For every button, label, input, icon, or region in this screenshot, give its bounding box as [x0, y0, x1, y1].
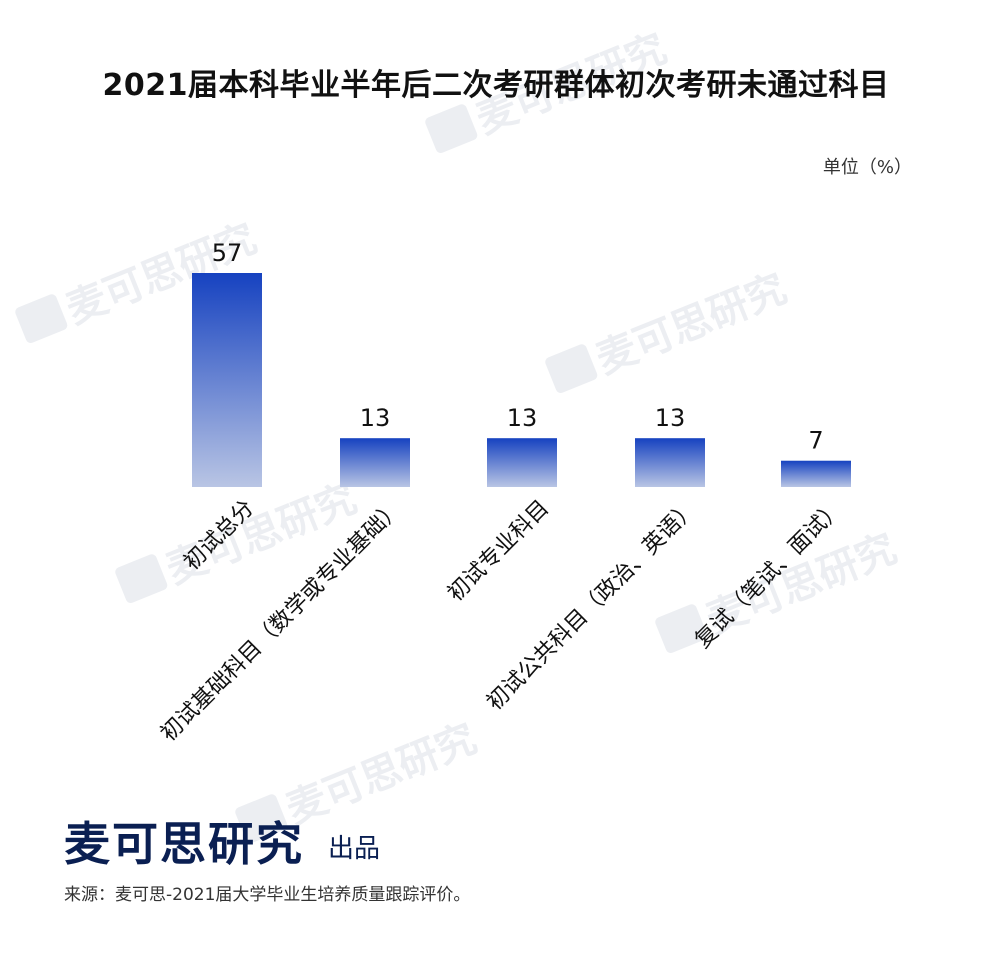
- category-label: 复试（笔试、面试）: [691, 496, 849, 654]
- data-label: 57: [212, 239, 243, 267]
- source-note: 来源：麦可思-2021届大学毕业生培养质量跟踪评价。: [64, 885, 471, 905]
- data-label: 13: [655, 404, 686, 432]
- bar: [340, 438, 410, 487]
- bar: [192, 273, 262, 487]
- unit-label: 单位（%）: [822, 157, 912, 178]
- chart-title: 2021届本科毕业半年后二次考研群体初次考研未通过科目: [102, 68, 890, 103]
- category-label: 初试专业科目: [443, 496, 554, 607]
- brand-name: 麦可思研究: [64, 817, 304, 871]
- data-label: 7: [808, 427, 823, 455]
- data-label: 13: [360, 404, 391, 432]
- category-label: 初试基础科目（数学或专业基础）: [156, 496, 407, 747]
- category-label: 初试总分: [179, 496, 259, 576]
- bars-group: [192, 273, 851, 487]
- bar: [781, 460, 851, 487]
- bar: [487, 438, 557, 487]
- bar: [635, 438, 705, 487]
- brand-suffix: 出品: [328, 834, 381, 864]
- data-label: 13: [507, 404, 538, 432]
